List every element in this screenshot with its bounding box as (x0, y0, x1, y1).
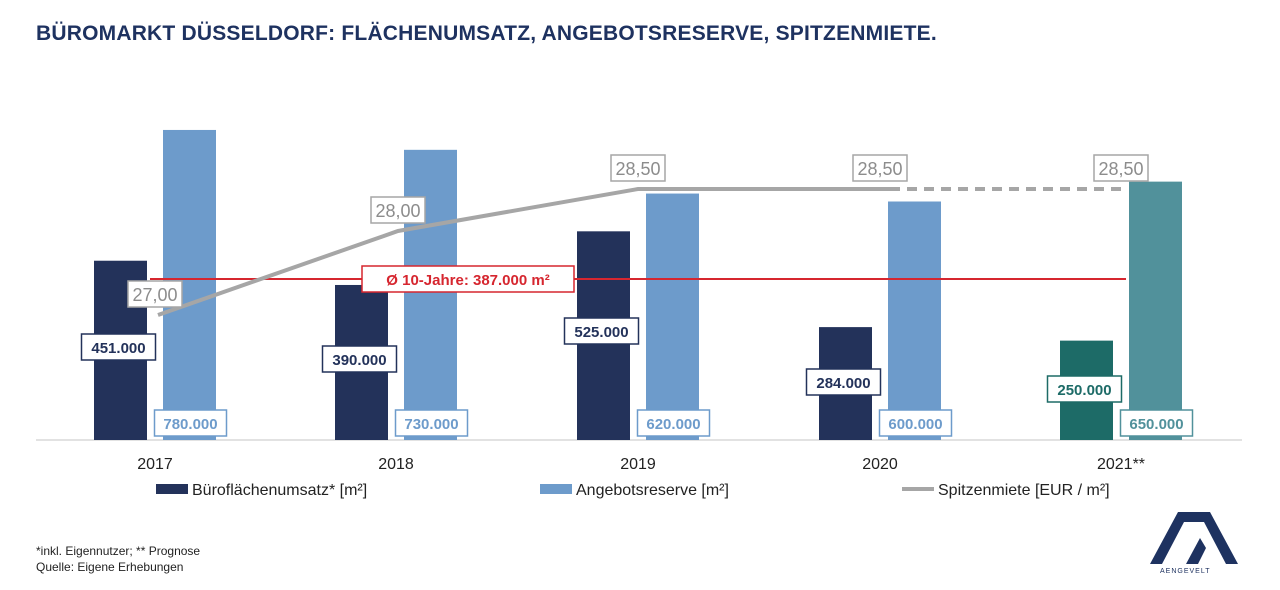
x-tick-label: 2021** (1097, 456, 1145, 473)
reserve-label-box (1119, 409, 1194, 437)
umsatz-label-box (321, 345, 398, 373)
umsatz-label-box (80, 333, 157, 361)
umsatz-label-box (563, 317, 640, 345)
x-tick-label: 2018 (378, 456, 414, 473)
umsatz-label-box (1046, 375, 1123, 403)
x-tick-label: 2017 (137, 456, 173, 473)
bar-reserve-2020 (888, 201, 941, 440)
reserve-label-box (394, 409, 469, 437)
legend-label-umsatz: Büroflächenumsatz* [m²] (192, 482, 367, 499)
reserve-value-label: 650.000 (1129, 416, 1183, 433)
x-tick-label: 2019 (620, 456, 656, 473)
miete-value-label: 28,50 (615, 159, 660, 179)
x-tick-label: 2020 (862, 456, 898, 473)
legend-label-miete: Spitzenmiete [EUR / m²] (938, 482, 1110, 499)
umsatz-label-box (805, 368, 882, 396)
chart-title: BÜROMARKT DÜSSELDORF: FLÄCHENUMSATZ, ANG… (36, 22, 937, 45)
miete-value-label: 27,00 (132, 285, 177, 305)
legend-swatch-umsatz (156, 484, 188, 494)
footnote: *inkl. Eigennutzer; ** Prognose Quelle: … (36, 543, 200, 575)
umsatz-value-label: 284.000 (816, 375, 870, 392)
umsatz-value-label: 525.000 (574, 324, 628, 341)
umsatz-value-label: 250.000 (1057, 382, 1111, 399)
miete-label-box (852, 154, 908, 182)
reserve-value-label: 600.000 (888, 416, 942, 433)
legend-swatch-reserve (540, 484, 572, 494)
footnote-prognose: *inkl. Eigennutzer; ** Prognose (36, 544, 201, 558)
footnote-source: Quelle: Eigene Erhebungen (36, 560, 184, 574)
umsatz-value-label: 451.000 (91, 340, 145, 357)
miete-value-label: 28,00 (375, 201, 420, 221)
reserve-label-box (153, 409, 228, 437)
umsatz-value-label: 390.000 (332, 352, 386, 369)
bar-reserve-2021 (1129, 181, 1182, 440)
miete-value-label: 28,50 (1098, 159, 1143, 179)
logo-text: AENGEVELT (1160, 568, 1211, 575)
average-label-box (361, 265, 575, 293)
reserve-value-label: 730.000 (404, 416, 458, 433)
bar-reserve-2018 (404, 149, 457, 440)
bar-reserve-2019 (646, 193, 699, 440)
miete-value-label: 28,50 (857, 159, 902, 179)
miete-label-box (127, 280, 183, 308)
average-label: Ø 10-Jahre: 387.000 m² (386, 272, 549, 289)
miete-label-box (1093, 154, 1149, 182)
line-spitzenmiete (157, 187, 890, 317)
reserve-value-label: 620.000 (646, 416, 700, 433)
reserve-label-box (878, 409, 953, 437)
miete-label-box (610, 154, 666, 182)
reserve-value-label: 780.000 (163, 416, 217, 433)
legend-label-reserve: Angebotsreserve [m²] (576, 482, 729, 499)
miete-label-box (370, 196, 426, 224)
reserve-label-box (636, 409, 711, 437)
aengevelt-logo-icon (1150, 512, 1238, 564)
